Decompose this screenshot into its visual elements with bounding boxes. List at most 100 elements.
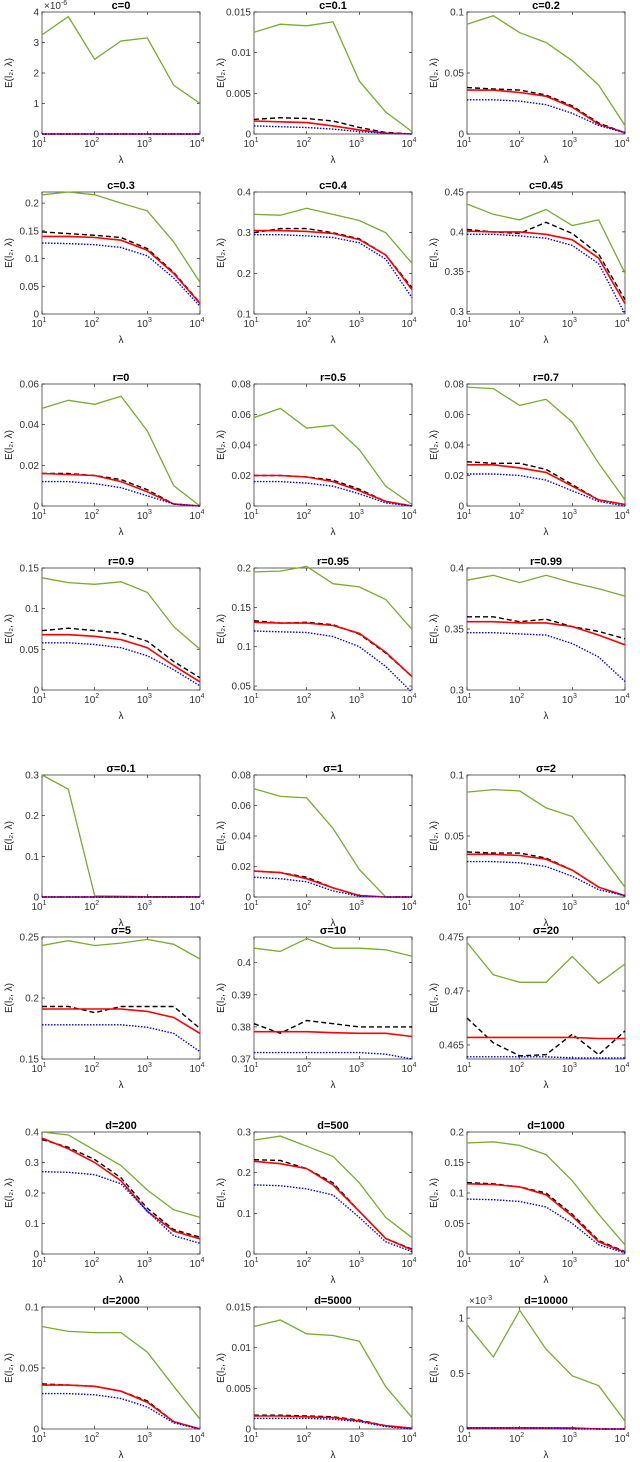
x-tick-exponent: 4 [413, 317, 417, 324]
x-tick-base: 10 [189, 1064, 201, 1075]
subplot-title: r=0.99 [530, 556, 562, 568]
x-tick-label: 104 [189, 317, 204, 330]
series-line-blue [466, 1198, 626, 1254]
series-line-blue [42, 1392, 201, 1430]
plot-area [41, 1306, 201, 1430]
x-tick-exponent: 2 [520, 137, 524, 144]
x-tick-base: 10 [562, 319, 574, 330]
x-tick-exponent: 4 [201, 693, 205, 700]
x-tick-base: 10 [137, 1064, 149, 1075]
y-tick-label: 0.04 [20, 420, 40, 431]
x-tick-label: 103 [562, 317, 577, 330]
y-tick-label: 0.5 [450, 1369, 464, 1380]
x-axis-label: λ [119, 1275, 124, 1286]
x-axis-label: λ [544, 711, 549, 722]
x-tick-base: 10 [562, 511, 574, 522]
series-line-black [41, 231, 201, 304]
x-tick-label: 103 [137, 509, 152, 522]
x-tick-base: 10 [509, 511, 521, 522]
x-tick-base: 10 [31, 1064, 43, 1075]
x-tick-exponent: 2 [95, 693, 99, 700]
y-axis-label: E(l₂, λ) [429, 821, 440, 851]
series-line-green [253, 1135, 413, 1239]
x-tick-base: 10 [562, 902, 574, 913]
x-tick-label: 102 [84, 1062, 99, 1075]
x-tick-base: 10 [296, 1064, 308, 1075]
y-tick-label: 0.1 [25, 852, 39, 863]
x-tick-exponent: 3 [360, 900, 364, 907]
y-tick-label: 0.37 [232, 1055, 252, 1066]
y-tick-label: 0.35 [445, 625, 465, 636]
y-tick-label: 0.3 [25, 771, 39, 782]
series-line-red [467, 463, 626, 506]
y-axis-label: E(l₂, λ) [4, 983, 15, 1013]
x-tick-exponent: 3 [148, 900, 152, 907]
x-tick-exponent: 2 [307, 1062, 311, 1069]
series-line-red [467, 1036, 625, 1040]
x-tick-exponent: 3 [148, 137, 152, 144]
y-tick-label: 0.08 [445, 380, 465, 391]
x-tick-label: 103 [349, 1432, 364, 1445]
x-tick-base: 10 [84, 511, 96, 522]
x-tick-exponent: 2 [307, 509, 311, 516]
x-axis-label: λ [119, 711, 124, 722]
x-tick-exponent: 1 [43, 509, 47, 516]
y-tick-label: 0.1 [450, 771, 464, 782]
series-line-green [41, 938, 201, 960]
y-tick-label: 0.4 [25, 1128, 39, 1139]
series-line-blue [253, 125, 413, 135]
plot-area [253, 1131, 413, 1255]
x-axis-label: λ [544, 335, 549, 346]
x-tick-label: 101 [456, 1432, 471, 1445]
y-axis-label: E(l₂, λ) [216, 821, 227, 851]
x-tick-base: 10 [31, 1434, 43, 1445]
x-tick-exponent: 4 [626, 1257, 630, 1264]
y-tick-label: 0.45 [445, 188, 465, 199]
x-tick-base: 10 [189, 319, 201, 330]
x-tick-base: 10 [401, 139, 413, 150]
series-line-blue [254, 233, 413, 299]
x-tick-base: 10 [349, 902, 361, 913]
x-tick-base: 10 [296, 319, 308, 330]
y-tick-label: 0.04 [232, 832, 252, 843]
y-tick-label: 0.2 [25, 199, 39, 210]
x-tick-base: 10 [562, 695, 574, 706]
y-tick-label: 0.1 [25, 1219, 39, 1230]
x-tick-label: 103 [137, 693, 152, 706]
x-tick-exponent: 4 [626, 1432, 630, 1439]
series-line-green [41, 1131, 201, 1219]
x-tick-label: 104 [614, 137, 629, 150]
x-tick-label: 103 [137, 1062, 152, 1075]
series-line-red [253, 870, 412, 898]
x-axis-label: λ [331, 918, 336, 929]
x-tick-label: 102 [509, 1062, 524, 1075]
x-tick-label: 103 [137, 900, 152, 913]
subplot-title: c=0.3 [107, 180, 135, 192]
x-tick-exponent: 2 [95, 317, 99, 324]
y-tick-label: 0.04 [232, 441, 252, 452]
x-tick-exponent: 4 [413, 509, 417, 516]
y-tick-label: 0 [33, 1250, 39, 1261]
series-line-blue [254, 1051, 413, 1060]
x-tick-exponent: 2 [520, 1432, 524, 1439]
x-tick-base: 10 [84, 1064, 96, 1075]
series-line-black [41, 627, 201, 679]
x-tick-label: 104 [189, 1257, 204, 1270]
x-tick-base: 10 [31, 1259, 43, 1270]
x-tick-base: 10 [84, 902, 96, 913]
x-tick-label: 101 [243, 317, 258, 330]
y-tick-label: 0.01 [232, 48, 252, 59]
y-tick-label: 0.06 [232, 801, 252, 812]
x-tick-exponent: 3 [573, 317, 577, 324]
subplot-title: r=0.7 [533, 372, 559, 384]
x-tick-label: 104 [614, 900, 629, 913]
series-line-black [41, 1138, 201, 1238]
x-tick-label: 104 [401, 1062, 416, 1075]
x-tick-label: 101 [456, 693, 471, 706]
y-tick-label: 0.3 [450, 307, 464, 318]
x-tick-label: 102 [509, 693, 524, 706]
series-line-blue [253, 1184, 413, 1253]
series-line-blue [467, 99, 626, 134]
